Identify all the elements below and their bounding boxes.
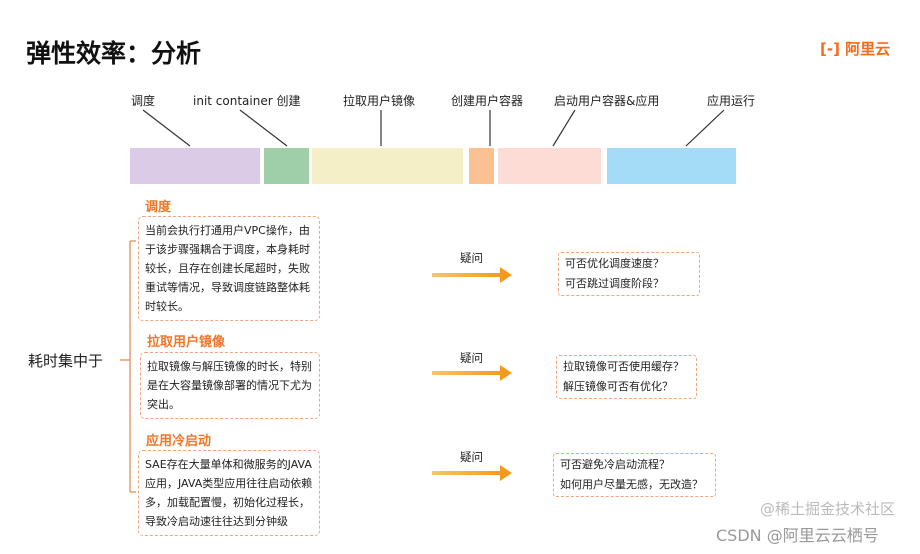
slide-title: 弹性效率：分析	[26, 39, 202, 68]
bar-start	[498, 148, 601, 184]
bar-init	[264, 148, 309, 184]
arrow-icon	[432, 465, 512, 481]
bar-pull	[312, 148, 463, 184]
logo-icon: [-]	[820, 40, 840, 58]
questions-schedule: 可否优化调度速度？ 可否跳过调度阶段？	[558, 252, 700, 296]
section-heading-pull: 拉取用户镜像	[147, 335, 226, 350]
timeline-label-pull: 拉取用户镜像	[343, 94, 416, 108]
section-desc-pull: 拉取镜像与解压镜像的时长，特别是在大容量镜像部署的情况下尤为突出。	[140, 352, 320, 419]
section-desc-schedule: 当前会执行打通用户VPC操作，由于该步骤强耦合于调度，本身耗时较长，且存在创建长…	[138, 216, 320, 321]
question: 可否优化调度速度？	[565, 257, 664, 270]
watermark-juejin: @稀土掘金技术社区	[760, 500, 896, 518]
bar-run	[607, 148, 736, 184]
bar-schedule	[130, 148, 260, 184]
section-desc-coldstart: SAE存在大量单体和微服务的JAVA应用，JAVA类型应用往往启动依赖多，加载配…	[138, 450, 320, 536]
aliyun-logo: [-] 阿里云	[820, 38, 890, 59]
questions-pull: 拉取镜像可否使用缓存？ 解压镜像可否有优化？	[556, 355, 697, 399]
ask-label: 疑问	[460, 251, 483, 265]
timeline-label-create: 创建用户容器	[451, 94, 524, 108]
bar-create	[469, 148, 494, 184]
timeline-label-init: init container 创建	[193, 94, 301, 108]
question: 拉取镜像可否使用缓存？	[563, 360, 684, 373]
questions-coldstart: 可否避免冷启动流程？ 如何用户尽量无感，无改造？	[553, 453, 716, 497]
question: 解压镜像可否有优化？	[563, 380, 673, 393]
timeline-label-schedule: 调度	[131, 94, 156, 108]
question: 可否避免冷启动流程？	[560, 458, 670, 471]
ask-label: 疑问	[460, 450, 483, 464]
timeline-label-run: 应用运行	[707, 94, 756, 108]
question: 如何用户尽量无感，无改造？	[560, 478, 703, 491]
arrow-icon	[432, 365, 512, 381]
arrow-icon	[432, 267, 512, 283]
section-heading-schedule: 调度	[145, 200, 172, 215]
ask-label: 疑问	[460, 351, 483, 365]
section-heading-coldstart: 应用冷启动	[146, 434, 212, 449]
timeline-label-start: 启动用户容器&应用	[554, 94, 660, 108]
watermark-csdn: CSDN @阿里云云栖号	[716, 526, 879, 545]
bracket-label: 耗时集中于	[28, 352, 104, 370]
question: 可否跳过调度阶段？	[565, 277, 664, 290]
logo-text: 阿里云	[845, 40, 891, 58]
